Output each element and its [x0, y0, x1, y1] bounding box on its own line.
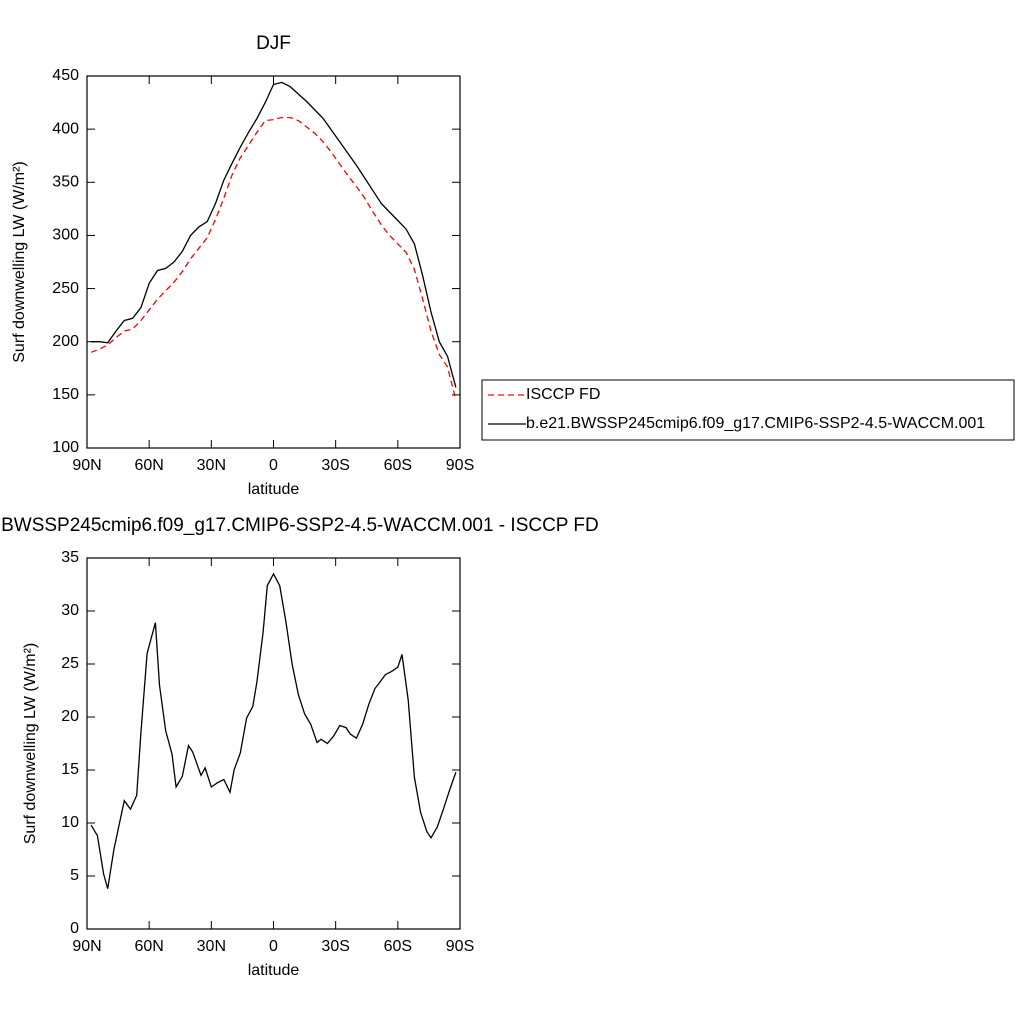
x-tick-label: 30S [321, 938, 349, 955]
x-tick-label: 60N [134, 457, 163, 474]
y-tick-label: 150 [52, 386, 79, 403]
y-tick-label: 250 [52, 280, 79, 297]
x-axis-label: latitude [248, 962, 300, 979]
x-axis-label: latitude [248, 481, 300, 498]
x-tick-label: 30N [197, 457, 226, 474]
x-tick-label: 30S [321, 457, 349, 474]
y-tick-label: 20 [61, 708, 79, 725]
y-tick-label: 350 [52, 174, 79, 191]
x-tick-label: 90N [72, 938, 101, 955]
y-tick-label: 200 [52, 333, 79, 350]
y-tick-label: 15 [61, 761, 79, 778]
y-tick-label: 30 [61, 602, 79, 619]
y-axis-label: Surf downwelling LW (W/m²) [11, 161, 28, 363]
y-tick-label: 450 [52, 67, 79, 84]
x-tick-label: 0 [269, 938, 278, 955]
legend-box [481, 379, 1015, 441]
data-line [90, 572, 457, 889]
chart-title: DJF [256, 33, 291, 54]
x-tick-label: 90N [72, 457, 101, 474]
y-axis-label: Surf downwelling LW (W/m²) [22, 643, 39, 845]
legend-label: ISCCP FD [526, 386, 600, 403]
y-tick-label: 10 [61, 814, 79, 831]
x-tick-label: 90S [446, 457, 474, 474]
y-tick-label: 100 [52, 439, 79, 456]
y-tick-label: 0 [70, 920, 79, 937]
x-tick-label: 90S [446, 938, 474, 955]
x-tick-label: 0 [269, 457, 278, 474]
y-tick-label: 25 [61, 655, 79, 672]
plot-frame [86, 557, 461, 930]
plot-frame [86, 75, 461, 449]
x-tick-label: 30N [197, 938, 226, 955]
y-tick-label: 400 [52, 120, 79, 137]
chart-title: b.e21.BWSSP245cmip6.f09_g17.CMIP6-SSP2-4… [0, 515, 599, 536]
data-line [90, 116, 457, 401]
y-tick-label: 35 [61, 549, 79, 566]
x-tick-label: 60N [134, 938, 163, 955]
data-line [91, 81, 457, 388]
y-tick-label: 300 [52, 227, 79, 244]
x-tick-label: 60S [384, 457, 412, 474]
x-tick-label: 60S [384, 938, 412, 955]
y-tick-label: 5 [70, 867, 79, 884]
legend-label: b.e21.BWSSP245cmip6.f09_g17.CMIP6-SSP2-4… [526, 415, 985, 432]
